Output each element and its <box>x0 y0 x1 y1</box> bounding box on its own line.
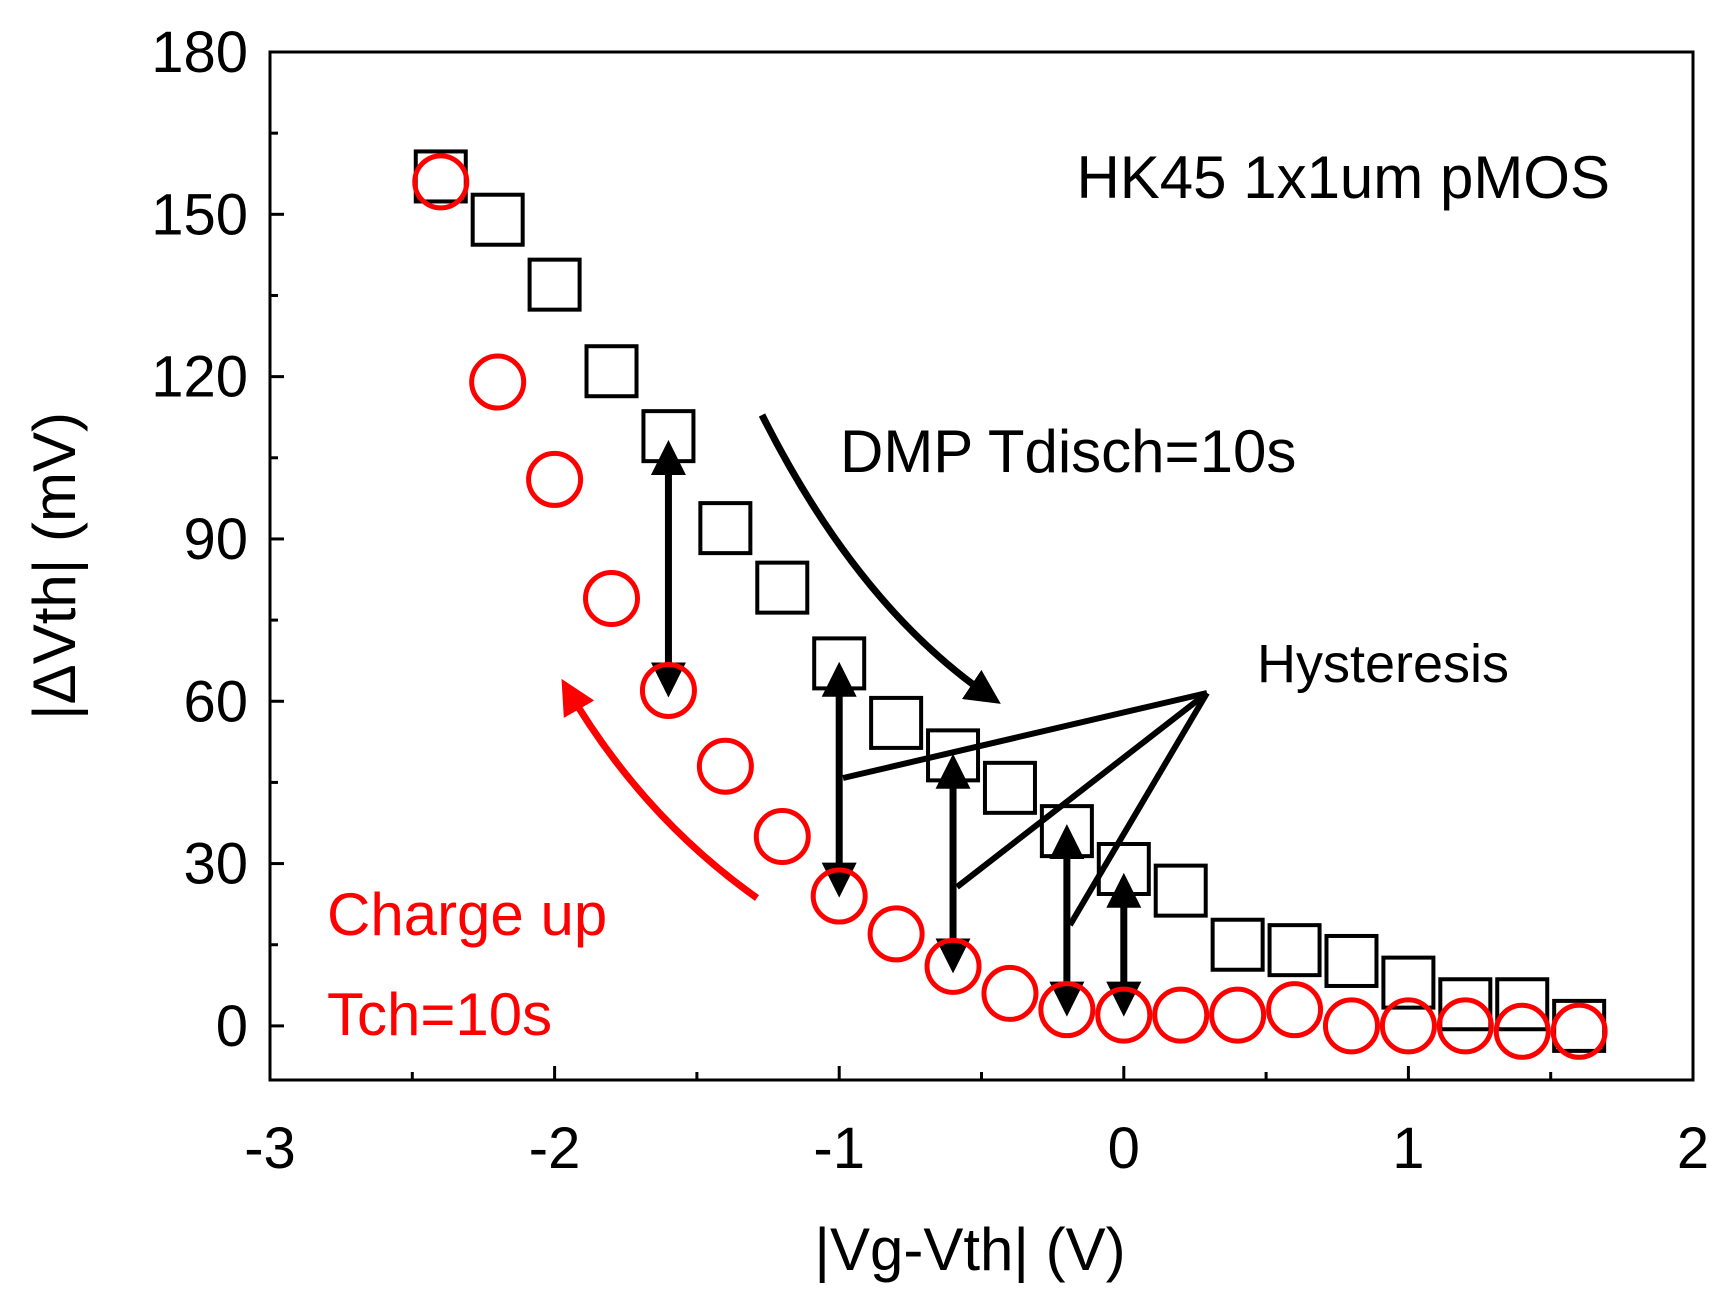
axis-ticks <box>268 50 1695 1080</box>
y-tick-label: 120 <box>151 345 248 410</box>
square-point <box>1381 955 1436 1010</box>
hysteresis-pointer-lines <box>842 690 1210 927</box>
square-point <box>1324 933 1379 988</box>
x-tick-label: -2 <box>529 1116 581 1181</box>
y-tick-label: 180 <box>151 20 248 85</box>
square-point <box>1495 977 1550 1032</box>
square-point <box>812 636 867 691</box>
charge-up-direction-arrow <box>561 678 760 901</box>
circle-point <box>583 569 641 627</box>
square-point <box>641 409 696 464</box>
circle-point <box>867 905 925 963</box>
device-label: HK45 1x1um pMOS <box>1076 144 1610 211</box>
circle-point <box>1436 997 1494 1055</box>
series-circles <box>412 153 1608 1060</box>
hysteresis-pointer-line <box>955 690 1209 890</box>
square-point <box>1552 998 1607 1053</box>
y-tick-label: 0 <box>216 994 248 1059</box>
square-point <box>527 257 582 312</box>
square-point <box>1210 917 1265 972</box>
square-point <box>1039 804 1094 859</box>
circle-point <box>469 353 527 411</box>
circle-point <box>526 450 584 508</box>
dmp-direction-arrow <box>758 413 1001 704</box>
circle-point <box>1379 997 1437 1055</box>
x-axis-title: |Vg-Vth| (V) <box>814 1216 1125 1283</box>
x-tick-labels: -3 -2 -1 0 1 2 <box>244 1116 1709 1181</box>
hysteresis-pointer-line <box>1067 691 1210 927</box>
x-tick-label: -1 <box>813 1116 865 1181</box>
circle-point <box>1038 981 1096 1039</box>
square-point <box>755 560 810 615</box>
dmp-label: DMP Tdisch=10s <box>840 418 1296 485</box>
y-tick-label: 150 <box>151 182 248 247</box>
square-point <box>1153 863 1208 918</box>
circle-point <box>810 867 868 925</box>
x-tick-label: 0 <box>1108 1116 1140 1181</box>
hysteresis-double-arrows <box>650 439 1142 1017</box>
square-point <box>470 192 525 247</box>
hysteresis-pointer-line <box>842 690 1208 781</box>
square-point <box>413 149 468 204</box>
y-tick-label: 60 <box>183 669 248 734</box>
y-tick-labels: 0 30 60 90 120 150 180 <box>151 20 248 1059</box>
circle-point <box>1209 986 1267 1044</box>
y-axis-title: |ΔVth| (mV) <box>21 412 88 720</box>
square-point <box>1267 923 1322 978</box>
y-tick-label: 90 <box>183 507 248 572</box>
circle-point <box>639 661 697 719</box>
charge-up-label: Charge up <box>327 881 607 948</box>
circle-point <box>753 808 811 866</box>
series-squares <box>413 149 1607 1053</box>
circle-point <box>696 737 754 795</box>
hysteresis-label: Hysteresis <box>1257 634 1509 694</box>
x-tick-label: 1 <box>1392 1116 1424 1181</box>
circle-point <box>1152 986 1210 1044</box>
x-tick-label: -3 <box>244 1116 296 1181</box>
circle-point <box>924 937 982 995</box>
square-point <box>1096 841 1151 896</box>
circle-point <box>1550 1002 1608 1060</box>
y-tick-label: 30 <box>183 832 248 897</box>
circle-point <box>1322 997 1380 1055</box>
x-tick-label: 2 <box>1677 1116 1709 1181</box>
circle-point <box>981 964 1039 1022</box>
square-point <box>869 695 924 750</box>
circle-point <box>1493 1002 1551 1060</box>
square-point <box>982 760 1037 815</box>
circle-point <box>1095 986 1153 1044</box>
circle-point <box>1266 981 1324 1039</box>
square-point <box>926 728 981 783</box>
tch-label: Tch=10s <box>327 981 552 1048</box>
square-point <box>1438 977 1493 1032</box>
square-point <box>584 344 639 399</box>
circle-point <box>412 153 470 211</box>
square-point <box>698 501 753 556</box>
